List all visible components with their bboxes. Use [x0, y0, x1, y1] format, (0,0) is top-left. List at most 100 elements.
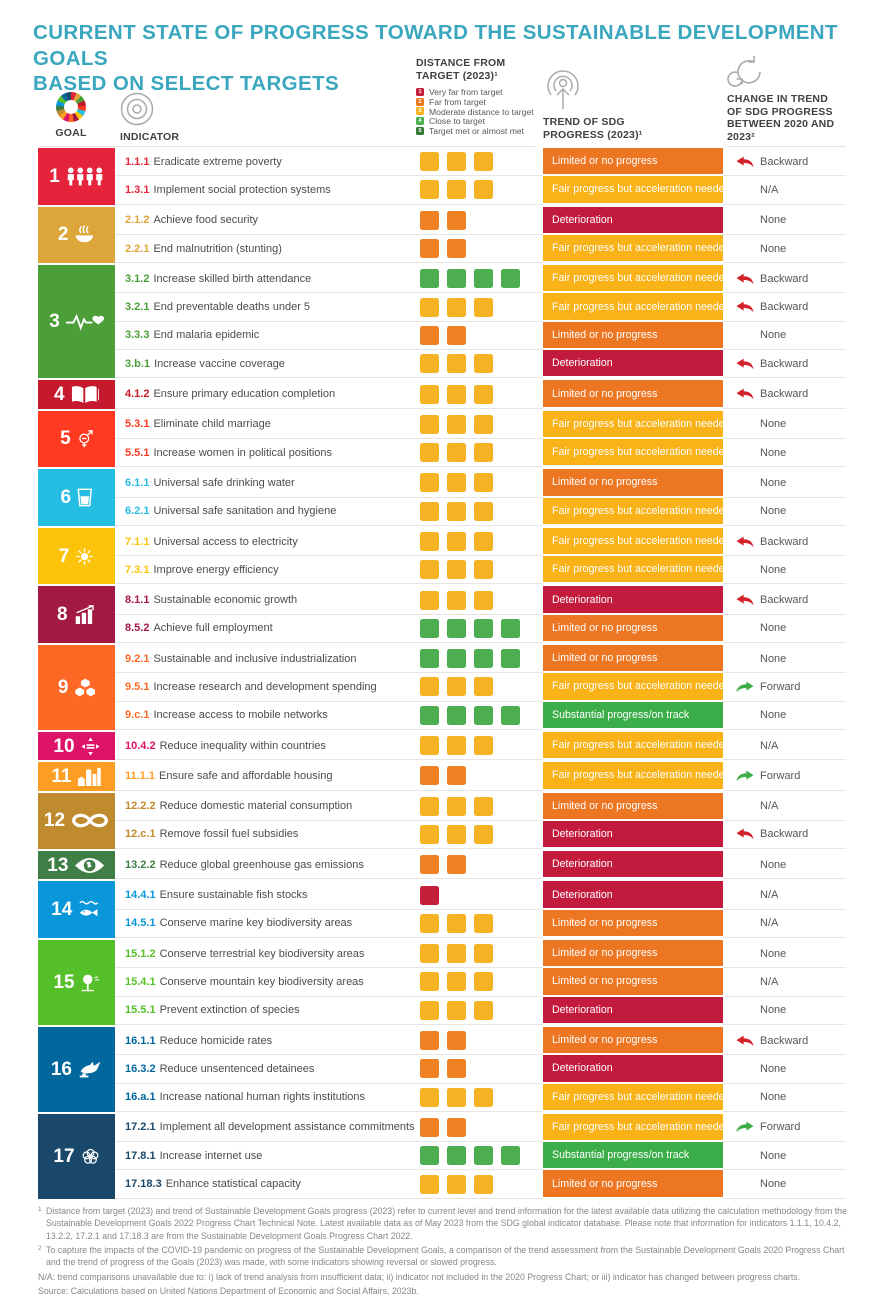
goal-rows: 14.4.1 Ensure sustainable fish stocks Dete…: [115, 881, 846, 939]
goal-rows: 17.2.1 Implement all development assistan…: [115, 1113, 846, 1199]
indicator-cell: 9.c.1 Increase access to mobile networks: [115, 702, 420, 730]
goal-section-11: 11 11.1.1 Ensure safe and affordable housi…: [38, 762, 846, 791]
distance-square-orange: [447, 210, 466, 230]
indicator-cell: 14.4.1 Ensure sustainable fish stocks: [115, 881, 420, 910]
indicator-code: 2.2.1: [125, 242, 150, 255]
distance-square-green: [474, 1146, 493, 1166]
distance-square-yellow: [474, 1087, 493, 1107]
goal-rows: 12.2.2 Reduce domestic material consumpti…: [115, 792, 846, 850]
distance-square-yellow: [420, 824, 439, 844]
indicator-cell: 12.2.2 Reduce domestic material consumpti…: [115, 793, 420, 821]
goal-cell-16: 16: [38, 1026, 115, 1112]
legend-label: Close to target: [429, 116, 485, 127]
indicator-cell: 13.2.2 Reduce global greenhouse gas emiss…: [115, 851, 420, 880]
indicator-row: 4.1.2 Ensure primary education completion…: [115, 380, 846, 409]
change-cell: N/A: [723, 176, 846, 205]
distance-square-green: [420, 649, 439, 669]
distance-square-yellow: [474, 384, 493, 404]
change-cell: Forward: [723, 673, 846, 702]
land-icon: [81, 973, 100, 992]
distance-cell: [420, 881, 543, 910]
goal-section-9: 9 9.2.1 Sustainable and inclusive industri…: [38, 645, 846, 730]
goal-rows: 7.1.1 Universal access to electricity Fair…: [115, 527, 846, 585]
indicator-cell: 5.5.1 Increase women in political positio…: [115, 439, 420, 468]
goal-number: 3: [49, 311, 60, 333]
indicator-name: Conserve mountain key biodiversity areas: [159, 975, 364, 988]
change-label: Forward: [760, 680, 801, 693]
change-cell: Backward: [723, 265, 846, 294]
legend-square-5: 5: [416, 127, 424, 136]
backward-arrow-icon: [736, 536, 760, 548]
distance-square-yellow: [474, 414, 493, 434]
indicator-name: Enhance statistical capacity: [165, 1178, 301, 1191]
indicator-name: Achieve food security: [153, 214, 259, 227]
indicator-name: Sustainable and inclusive industrializat…: [153, 652, 357, 665]
goal-cell-5: 5: [38, 410, 115, 468]
goal-cell-12: 12: [38, 792, 115, 850]
indicator-code: 13.2.2: [125, 858, 156, 871]
distance-square-yellow: [447, 532, 466, 551]
indicator-cell: 7.1.1 Universal access to electricity: [115, 528, 420, 557]
goal-number: 9: [57, 676, 69, 698]
distance-square-yellow: [447, 354, 466, 374]
distance-square-orange: [447, 325, 466, 345]
goal-cell-8: 8: [38, 586, 115, 644]
trend-cell: Deterioration: [543, 881, 723, 910]
distance-square-yellow: [447, 913, 466, 933]
distance-square-yellow: [447, 824, 466, 844]
change-cell: None: [723, 940, 846, 969]
distance-square-green: [420, 269, 439, 289]
goal-section-4: 4 4.1.2 Ensure primary education completio…: [38, 380, 846, 409]
indicator-cell: 3.2.1 End preventable deaths under 5: [115, 293, 420, 322]
distance-square-yellow: [420, 384, 439, 404]
indicator-code: 9.2.1: [125, 652, 150, 665]
distance-square-yellow: [474, 501, 493, 521]
footnote-2-text: To capture the impacts of the COVID-19 p…: [46, 1244, 845, 1268]
target-rings-icon: [120, 92, 179, 126]
distance-square-yellow: [447, 501, 466, 521]
indicator-name: Eliminate child marriage: [153, 418, 271, 431]
change-cell: Backward: [723, 380, 846, 409]
change-label: Backward: [760, 594, 809, 607]
indicator-row: 5.5.1 Increase women in political positio…: [115, 438, 846, 468]
distance-cell: [420, 586, 543, 615]
goal-cell-10: 10: [38, 731, 115, 761]
indicator-row: 17.8.1 Increase internet use Substantial p…: [115, 1142, 846, 1171]
indicator-row: 8.1.1 Sustainable economic growth Deterior…: [115, 586, 846, 615]
goal-cell-13: 13: [38, 851, 115, 880]
indicator-cell: 3.3.3 End malaria epidemic: [115, 322, 420, 351]
change-label: N/A: [760, 739, 779, 752]
distance-column-label: DISTANCE FROM TARGET (2023)¹: [416, 57, 506, 82]
goal-cell-15: 15: [38, 940, 115, 1025]
equality-icon: [80, 736, 100, 756]
goal-number: 11: [51, 765, 72, 787]
distance-square-green: [474, 705, 493, 725]
goal-cell-6: 6: [38, 469, 115, 526]
indicator-name: Increase vaccine coverage: [154, 357, 285, 370]
goal-number: 4: [53, 384, 65, 406]
na-note: N/A: trend comparisons unavailable due t…: [38, 1271, 801, 1282]
title-line-1: CURRENT STATE OF PROGRESS TOWARD THE SUS…: [33, 21, 838, 70]
indicator-cell: 15.5.1 Prevent extinction of species: [115, 997, 420, 1025]
legend-label: Very far from target: [429, 86, 503, 97]
distance-square-yellow: [447, 297, 466, 317]
indicator-code: 3.1.2: [125, 272, 150, 285]
distance-square-red: [420, 885, 439, 905]
distance-square-green: [501, 618, 520, 638]
goal-rows: 8.1.1 Sustainable economic growth Deterior…: [115, 586, 846, 644]
change-label: None: [760, 418, 787, 431]
goal-section-13: 13 13.2.2 Reduce global greenhouse gas emi…: [38, 851, 846, 880]
indicator-row: 14.5.1 Conserve marine key biodiversity a…: [115, 909, 846, 939]
trend-cell: Limited or no progress: [543, 469, 723, 498]
indicator-cell: 14.5.1 Conserve marine key biodiversity a…: [115, 910, 420, 939]
distance-cell: [420, 968, 543, 997]
goal-cell-4: 4: [38, 380, 115, 409]
distance-square-yellow: [420, 180, 439, 200]
backward-arrow-icon: [736, 358, 760, 370]
distance-square-orange: [420, 766, 439, 786]
indicator-row: 1.1.1 Eradicate extreme poverty Limited or…: [115, 148, 846, 177]
ocean-icon: [78, 900, 102, 919]
indicator-name: Increase research and development spendi…: [153, 680, 377, 693]
legend-item: 1 Very far from target: [416, 87, 534, 97]
legend-square-3: 3: [416, 107, 424, 116]
